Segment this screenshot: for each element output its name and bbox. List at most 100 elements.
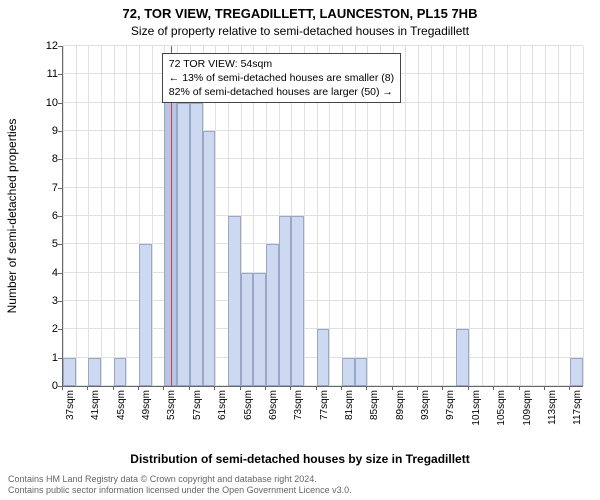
y-tick-label: 0 — [42, 380, 58, 392]
x-tick-label: 53sqm — [166, 390, 177, 420]
y-tick-label: 3 — [42, 295, 58, 307]
gridline-v — [405, 46, 406, 386]
legend-line-larger: 82% of semi-detached houses are larger (… — [169, 85, 394, 99]
histogram-bar — [63, 358, 76, 386]
x-tick-mark — [290, 386, 291, 390]
histogram-bar — [114, 358, 127, 386]
x-tick-label: 85sqm — [369, 390, 380, 420]
x-tick-label: 45sqm — [116, 390, 127, 420]
gridline-h — [63, 187, 583, 188]
gridline-v — [545, 46, 546, 386]
y-tick-mark — [58, 216, 62, 217]
x-tick-label: 117sqm — [572, 390, 583, 425]
plot-area: 72 TOR VIEW: 54sqm← 13% of semi-detached… — [62, 46, 583, 387]
x-tick-label: 61sqm — [217, 390, 228, 420]
gridline-h — [63, 158, 583, 159]
x-tick-label: 81sqm — [344, 390, 355, 420]
y-tick-mark — [58, 188, 62, 189]
gridline-v — [469, 46, 470, 386]
x-tick-mark — [442, 386, 443, 390]
x-tick-mark — [569, 386, 570, 390]
gridline-v — [482, 46, 483, 386]
chart-container: { "chart": { "type": "histogram", "title… — [0, 0, 600, 500]
gridline-v — [431, 46, 432, 386]
y-tick-label: 9 — [42, 125, 58, 137]
y-tick-label: 1 — [42, 352, 58, 364]
x-axis-label: Distribution of semi-detached houses by … — [0, 452, 600, 466]
x-tick-label: 49sqm — [141, 390, 152, 420]
y-tick-label: 5 — [42, 238, 58, 250]
footer-line-1: Contains HM Land Registry data © Crown c… — [8, 474, 592, 485]
gridline-v — [494, 46, 495, 386]
histogram-bar — [266, 244, 279, 386]
gridline-v — [443, 46, 444, 386]
histogram-bar — [570, 358, 583, 386]
gridline-v — [126, 46, 127, 386]
legend-title: 72 TOR VIEW: 54sqm — [169, 57, 394, 71]
gridline-v — [520, 46, 521, 386]
histogram-bar — [342, 358, 355, 386]
x-tick-label: 113sqm — [547, 390, 558, 425]
x-tick-mark — [316, 386, 317, 390]
histogram-bar — [177, 103, 190, 386]
x-tick-label: 57sqm — [192, 390, 203, 420]
histogram-bar — [88, 358, 101, 386]
x-tick-mark — [138, 386, 139, 390]
x-tick-mark — [265, 386, 266, 390]
gridline-v — [76, 46, 77, 386]
y-tick-label: 10 — [42, 97, 58, 109]
gridline-v — [532, 46, 533, 386]
x-tick-mark — [519, 386, 520, 390]
x-tick-mark — [392, 386, 393, 390]
y-tick-label: 4 — [42, 267, 58, 279]
histogram-bar — [253, 273, 266, 386]
x-tick-mark — [468, 386, 469, 390]
y-tick-mark — [58, 329, 62, 330]
gridline-v — [570, 46, 571, 386]
y-tick-label: 8 — [42, 153, 58, 165]
histogram-bar — [190, 103, 203, 386]
histogram-bar — [279, 216, 292, 386]
y-axis-label: Number of semi-detached properties — [5, 119, 19, 314]
histogram-bar — [291, 216, 304, 386]
legend-line-smaller: ← 13% of semi-detached houses are smalle… — [169, 71, 394, 85]
x-tick-label: 73sqm — [293, 390, 304, 420]
y-tick-label: 6 — [42, 210, 58, 222]
x-tick-mark — [341, 386, 342, 390]
x-tick-label: 97sqm — [445, 390, 456, 420]
gridline-v — [558, 46, 559, 386]
x-tick-label: 101sqm — [471, 390, 482, 426]
chart-title: 72, TOR VIEW, TREGADILLETT, LAUNCESTON, … — [0, 6, 600, 21]
y-tick-label: 7 — [42, 182, 58, 194]
y-tick-mark — [58, 244, 62, 245]
gridline-v — [583, 46, 584, 386]
x-tick-label: 41sqm — [90, 390, 101, 420]
x-tick-mark — [417, 386, 418, 390]
x-tick-label: 105sqm — [496, 390, 507, 426]
gridline-v — [101, 46, 102, 386]
x-tick-mark — [62, 386, 63, 390]
gridline-v — [418, 46, 419, 386]
gridline-v — [63, 46, 64, 386]
y-tick-mark — [58, 103, 62, 104]
histogram-bar — [317, 329, 330, 386]
x-tick-mark — [544, 386, 545, 390]
histogram-bar — [203, 131, 216, 386]
x-tick-mark — [189, 386, 190, 390]
y-tick-mark — [58, 301, 62, 302]
y-tick-mark — [58, 131, 62, 132]
gridline-v — [152, 46, 153, 386]
chart-subtitle: Size of property relative to semi-detach… — [0, 24, 600, 38]
histogram-bar — [139, 244, 152, 386]
x-tick-label: 37sqm — [65, 390, 76, 420]
footer-text: Contains HM Land Registry data © Crown c… — [8, 474, 592, 497]
x-tick-label: 69sqm — [268, 390, 279, 420]
footer-line-2: Contains public sector information licen… — [8, 485, 592, 496]
gridline-h — [63, 130, 583, 131]
y-tick-mark — [58, 46, 62, 47]
y-tick-label: 11 — [42, 68, 58, 80]
histogram-bar — [355, 358, 368, 386]
gridline-h — [63, 215, 583, 216]
x-tick-label: 109sqm — [522, 390, 533, 426]
x-tick-label: 89sqm — [395, 390, 406, 420]
